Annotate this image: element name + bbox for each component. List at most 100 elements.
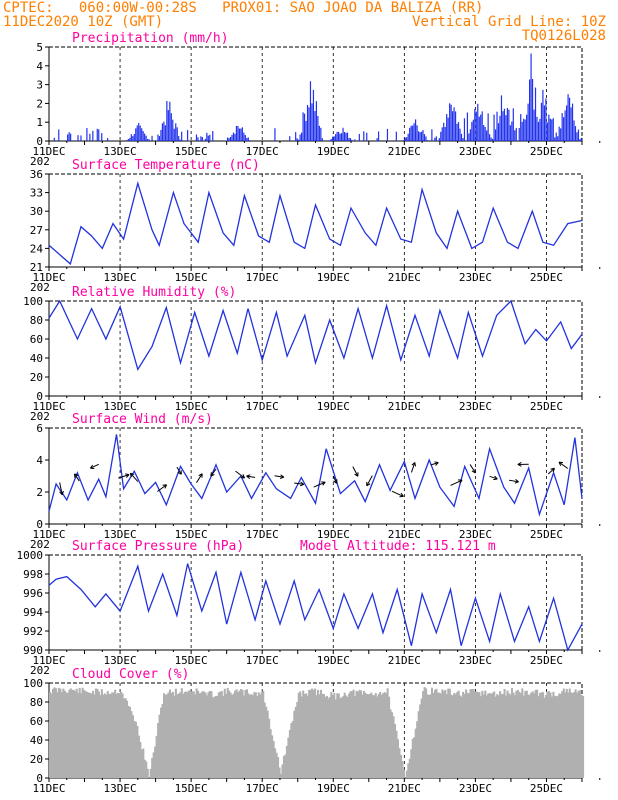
precip-bar [489, 134, 491, 141]
precip-bar [484, 126, 486, 141]
y-tick-label: 0 [36, 135, 43, 148]
y-tick-label: 0 [36, 518, 43, 531]
precip-bar [92, 130, 94, 141]
cloud-bar [75, 688, 78, 778]
cloud-bar [402, 769, 405, 778]
precip-bar [386, 128, 389, 141]
panel-title: Cloud Cover (%) [72, 667, 189, 682]
precip-bar [580, 137, 583, 141]
cloud-bar [179, 692, 182, 778]
cloud-bar [411, 738, 414, 778]
cloud-bar [189, 692, 192, 778]
cloud-bar [336, 693, 339, 778]
wind-arrow [469, 464, 476, 474]
precip-bar [300, 132, 303, 141]
wind-arrow-head [240, 474, 246, 479]
cloud-bar [303, 694, 306, 778]
cloud-bar [315, 695, 318, 778]
cloud-bar [282, 755, 286, 778]
precip-bar [579, 139, 581, 141]
precip-bar [195, 134, 198, 141]
cloud-bar [379, 691, 382, 778]
wind-arrow [450, 479, 463, 486]
precip-bar [554, 137, 556, 141]
wind-arrow [489, 475, 498, 480]
cloud-bar [346, 696, 349, 778]
precip-bar [342, 127, 344, 141]
x-tick-label: 13DEC [104, 782, 137, 795]
precip-bar [318, 125, 320, 141]
cloud-bar [568, 688, 571, 778]
x-tick-label: 13DEC [104, 271, 137, 284]
precip-bar [444, 126, 446, 141]
cloud-bar [197, 690, 200, 778]
cloud-bar [478, 692, 481, 778]
cloud-bar [284, 754, 287, 778]
cloud-bar [448, 688, 451, 778]
y-tick-label: 24 [30, 242, 44, 255]
precip-bar [209, 134, 211, 141]
precip-bar [101, 133, 103, 141]
cloud-bar [549, 692, 552, 778]
precip-bar [289, 136, 291, 141]
x-tick-label: 11DEC [32, 145, 65, 158]
precip-bar [363, 131, 365, 141]
precip-bar [486, 130, 488, 141]
cloud-bar [484, 690, 487, 778]
cloud-bar [414, 728, 417, 778]
cloud-bar [512, 692, 515, 778]
precip-bar [574, 126, 577, 141]
cloud-bar [410, 749, 413, 778]
cloud-bar [109, 693, 112, 778]
cloud-bar [325, 695, 328, 778]
panel-frame [48, 554, 583, 651]
cloud-bar [93, 694, 96, 778]
precip-bar [333, 136, 335, 141]
wind-arrow [547, 467, 555, 475]
cloud-bar [130, 711, 133, 778]
cloud-bar [191, 691, 194, 778]
precip-bar [212, 131, 214, 141]
y-tick-label: 4 [36, 60, 43, 73]
panel-title: Surface Wind (m/s) [72, 412, 213, 427]
precip-bar [505, 115, 507, 141]
precip-bar [527, 103, 529, 141]
cloud-bar [69, 688, 72, 778]
precip-bar [166, 100, 168, 141]
cloud-bar [308, 689, 311, 778]
y-tick-label: 1000 [17, 549, 44, 562]
cloud-bar [337, 693, 340, 778]
cloud-bar [152, 752, 155, 778]
precip-bar [502, 111, 504, 141]
precip-bar [308, 107, 310, 141]
cloud-bar [479, 696, 482, 778]
cloud-bar [475, 691, 478, 778]
y-tick-label: 40 [30, 734, 43, 747]
cloud-bar [485, 695, 488, 778]
cloud-bar [207, 692, 210, 778]
cloud-bar [87, 692, 90, 778]
precip-bar [200, 136, 202, 141]
cloud-bar [396, 739, 400, 778]
precip-bar [555, 132, 557, 141]
cloud-bar [459, 695, 462, 778]
cloud-bar [401, 761, 404, 778]
cloud-bar [494, 696, 497, 778]
panel-2: 11DEC 13DEC 15DEC 17DEC 19DEC 21DEC 23DEC 25DEC… [23, 285, 601, 423]
cloud-bar [173, 695, 176, 778]
precip-bar [419, 132, 421, 141]
cloud-bar [127, 705, 130, 778]
cloud-bar [553, 695, 556, 778]
precip-bar [298, 139, 300, 141]
cloud-bar [429, 694, 432, 778]
y-tick-label: 33 [30, 187, 43, 200]
cloud-bar [497, 695, 500, 778]
cloud-bar [225, 693, 228, 778]
x-tick-label: 25DEC [530, 400, 563, 413]
cloud-bar [362, 690, 365, 778]
cloud-bar [339, 698, 342, 778]
precip-bar [497, 123, 500, 141]
cloud-bar [155, 735, 158, 778]
precip-bar [506, 107, 508, 141]
precip-bar [542, 89, 544, 141]
